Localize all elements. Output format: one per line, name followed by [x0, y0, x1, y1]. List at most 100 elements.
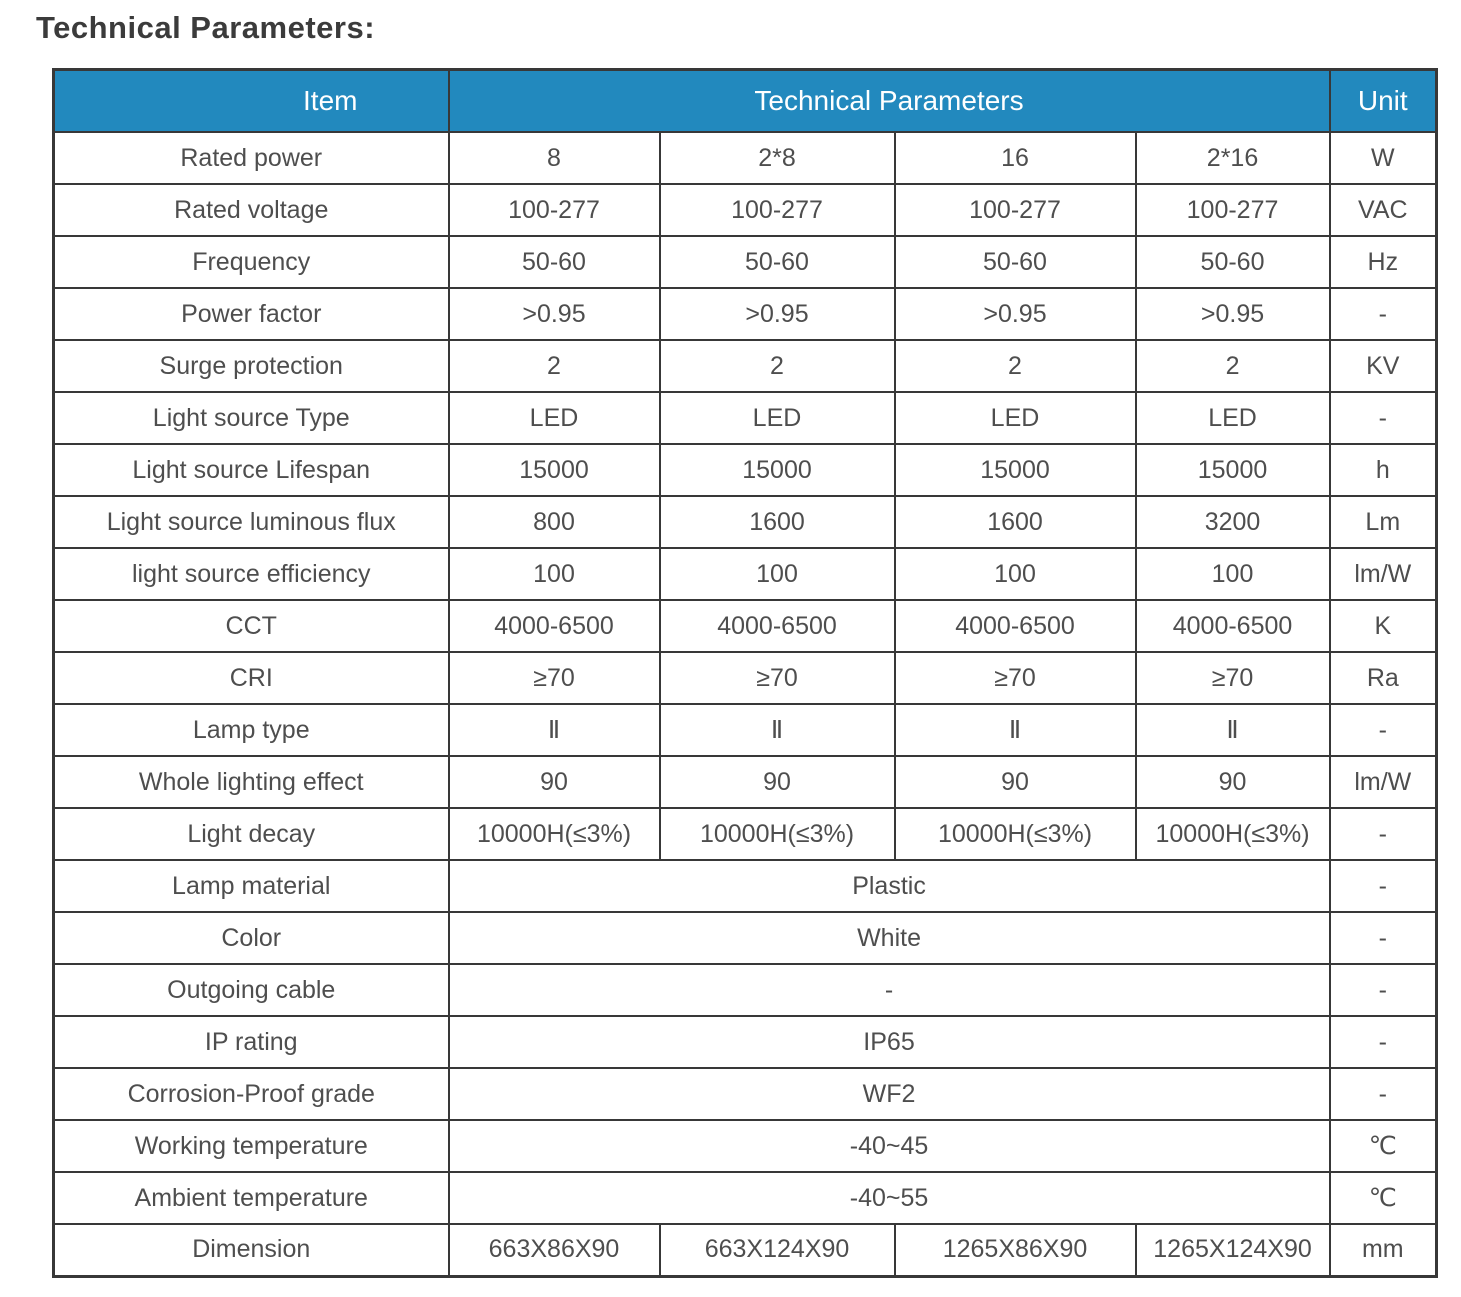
- value-cell: Ⅱ: [658, 703, 896, 757]
- table-row: Ambient temperature -40~55 ℃: [52, 1171, 1438, 1225]
- value-cell: 50-60: [658, 235, 896, 289]
- table-header: Item Technical Parameters Unit: [52, 68, 1438, 133]
- value-cell: >0.95: [1134, 287, 1331, 341]
- page-title: Technical Parameters:: [36, 10, 376, 45]
- header-item-cell: Item: [52, 68, 450, 133]
- value-cell: >0.95: [658, 287, 896, 341]
- value-cell: 100-277: [1134, 183, 1331, 237]
- merged-value-cell: -: [447, 963, 1331, 1017]
- unit-cell: -: [1328, 859, 1438, 913]
- value-cell: 8: [447, 131, 661, 185]
- row-label-cell: Surge protection: [52, 339, 450, 393]
- value-cell: 15000: [447, 443, 661, 497]
- table-row: Color White -: [52, 911, 1438, 965]
- merged-value-cell: WF2: [447, 1067, 1331, 1121]
- merged-value-cell: Plastic: [447, 859, 1331, 913]
- value-cell: 100: [447, 547, 661, 601]
- value-cell: 100-277: [447, 183, 661, 237]
- row-label-cell: Rated power: [52, 131, 450, 185]
- row-label-cell: Lamp material: [52, 859, 450, 913]
- table-header-row: Item Technical Parameters Unit: [52, 68, 1438, 133]
- table-row: Corrosion-Proof grade WF2-: [52, 1067, 1438, 1121]
- value-cell: LED: [1134, 391, 1331, 445]
- value-cell: 10000H(≤3%): [658, 807, 896, 861]
- value-cell: 15000: [893, 443, 1137, 497]
- value-cell: LED: [893, 391, 1137, 445]
- row-label-cell: Light decay: [52, 807, 450, 861]
- table-row: Dimension 663X86X90 663X124X90 1265X86X90 12…: [52, 1223, 1438, 1277]
- unit-cell: -: [1328, 1067, 1438, 1121]
- row-label-cell: Whole lighting effect: [52, 755, 450, 809]
- merged-value-cell: IP65: [447, 1015, 1331, 1069]
- row-label-cell: Ambient temperature: [52, 1171, 450, 1225]
- row-label-cell: Lamp type: [52, 703, 450, 757]
- unit-cell: -: [1328, 703, 1438, 757]
- value-cell: 2: [447, 339, 661, 393]
- merged-value-cell: White: [447, 911, 1331, 965]
- table-row: light source efficiency 100 100 100 100 lm/W: [52, 547, 1438, 601]
- value-cell: 15000: [1134, 443, 1331, 497]
- value-cell: Ⅱ: [893, 703, 1137, 757]
- row-label-cell: Power factor: [52, 287, 450, 341]
- row-label-cell: light source efficiency: [52, 547, 450, 601]
- value-cell: 1600: [893, 495, 1137, 549]
- value-cell: 3200: [1134, 495, 1331, 549]
- value-cell: 4000-6500: [893, 599, 1137, 653]
- unit-cell: K: [1328, 599, 1438, 653]
- unit-cell: -: [1328, 1015, 1438, 1069]
- row-label-cell: Frequency: [52, 235, 450, 289]
- value-cell: 1265X124X90: [1134, 1223, 1331, 1277]
- row-label-cell: Dimension: [52, 1223, 450, 1277]
- value-cell: Ⅱ: [447, 703, 661, 757]
- value-cell: 2: [658, 339, 896, 393]
- table-row: CCT 4000-6500 4000-6500 4000-6500 4000-6500 K: [52, 599, 1438, 653]
- row-label-cell: Outgoing cable: [52, 963, 450, 1017]
- value-cell: 100: [658, 547, 896, 601]
- value-cell: >0.95: [447, 287, 661, 341]
- table-row: Outgoing cable - -: [52, 963, 1438, 1017]
- unit-cell: lm/W: [1328, 755, 1438, 809]
- value-cell: 1265X86X90: [893, 1223, 1137, 1277]
- value-cell: 2*16: [1134, 131, 1331, 185]
- value-cell: 90: [447, 755, 661, 809]
- value-cell: ≥70: [893, 651, 1137, 705]
- table-row: Rated voltage 100-277 100-277 100-277 100-27…: [52, 183, 1438, 237]
- table-row: Light source Type LED LED LED LED -: [52, 391, 1438, 445]
- unit-cell: W: [1328, 131, 1438, 185]
- value-cell: 90: [658, 755, 896, 809]
- unit-cell: -: [1328, 287, 1438, 341]
- merged-value-cell: -40~55: [447, 1171, 1331, 1225]
- unit-cell: -: [1328, 807, 1438, 861]
- header-unit-cell: Unit: [1328, 68, 1438, 133]
- value-cell: LED: [658, 391, 896, 445]
- value-cell: 2: [893, 339, 1137, 393]
- row-label-cell: Color: [52, 911, 450, 965]
- unit-cell: -: [1328, 963, 1438, 1017]
- table-row: CRI ≥70 ≥70 ≥70 ≥70 Ra: [52, 651, 1438, 705]
- unit-cell: Lm: [1328, 495, 1438, 549]
- table-row: Whole lighting effect 90 90 90 90 lm/W: [52, 755, 1438, 809]
- unit-cell: VAC: [1328, 183, 1438, 237]
- row-label-cell: CRI: [52, 651, 450, 705]
- value-cell: 4000-6500: [1134, 599, 1331, 653]
- value-cell: 10000H(≤3%): [1134, 807, 1331, 861]
- unit-cell: -: [1328, 391, 1438, 445]
- table-row: Working temperature -40~45 ℃: [52, 1119, 1438, 1173]
- table-row: IP rating IP65-: [52, 1015, 1438, 1069]
- value-cell: Ⅱ: [1134, 703, 1331, 757]
- value-cell: 50-60: [1134, 235, 1331, 289]
- unit-cell: h: [1328, 443, 1438, 497]
- table-row: Lamp material Plastic -: [52, 859, 1438, 913]
- table-row: Rated power 8 2*8 16 2*16 W: [52, 131, 1438, 185]
- table-row: Light source luminous flux 800 1600 1600 320…: [52, 495, 1438, 549]
- value-cell: 16: [893, 131, 1137, 185]
- unit-cell: ℃: [1328, 1171, 1438, 1225]
- table-row: Surge protection 2 2 2 2 KV: [52, 339, 1438, 393]
- row-label-cell: IP rating: [52, 1015, 450, 1069]
- unit-cell: Ra: [1328, 651, 1438, 705]
- value-cell: 2*8: [658, 131, 896, 185]
- row-label-cell: Light source luminous flux: [52, 495, 450, 549]
- row-label-cell: Light source Type: [52, 391, 450, 445]
- value-cell: 10000H(≤3%): [893, 807, 1137, 861]
